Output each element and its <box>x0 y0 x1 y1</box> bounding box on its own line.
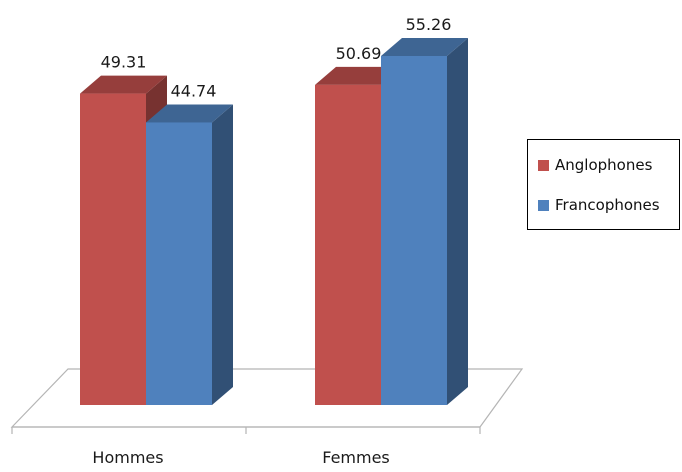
bar-top-face <box>80 75 167 94</box>
bar-francophones-femmes <box>381 38 468 405</box>
bar-front-face <box>146 122 212 406</box>
data-label-anglophones-femmes: 50.69 <box>336 44 382 63</box>
x-tick-label-femmes: Femmes <box>322 448 390 467</box>
bars-group <box>80 38 468 406</box>
bar-top-face <box>315 66 402 85</box>
bar-francophones-hommes <box>146 104 233 406</box>
bar-side-face <box>447 38 468 405</box>
legend-label-francophones: Francophones <box>555 196 660 214</box>
bar-front-face <box>381 56 447 405</box>
x-axis-group: Hommes Femmes <box>11 426 481 467</box>
legend-label-anglophones: Anglophones <box>555 156 653 174</box>
legend-swatch-anglophones <box>538 159 549 171</box>
data-label-francophones-hommes: 44.74 <box>171 81 217 100</box>
legend-item-anglophones: Anglophones <box>538 154 652 176</box>
legend-item-francophones: Francophones <box>538 194 660 216</box>
bar-front-face <box>315 84 381 405</box>
legend-swatch-francophones <box>538 199 549 211</box>
x-tick-label-hommes: Hommes <box>92 448 163 467</box>
bar-front-face <box>80 93 146 405</box>
data-label-francophones-femmes: 55.26 <box>406 15 452 34</box>
bar-top-face <box>381 38 468 56</box>
data-labels-group: 49.31 44.74 50.69 55.26 <box>101 15 452 100</box>
bar-top-face <box>146 104 233 123</box>
legend: Anglophones Francophones <box>527 139 680 230</box>
bar-side-face <box>212 104 233 406</box>
data-label-anglophones-hommes: 49.31 <box>101 53 147 72</box>
